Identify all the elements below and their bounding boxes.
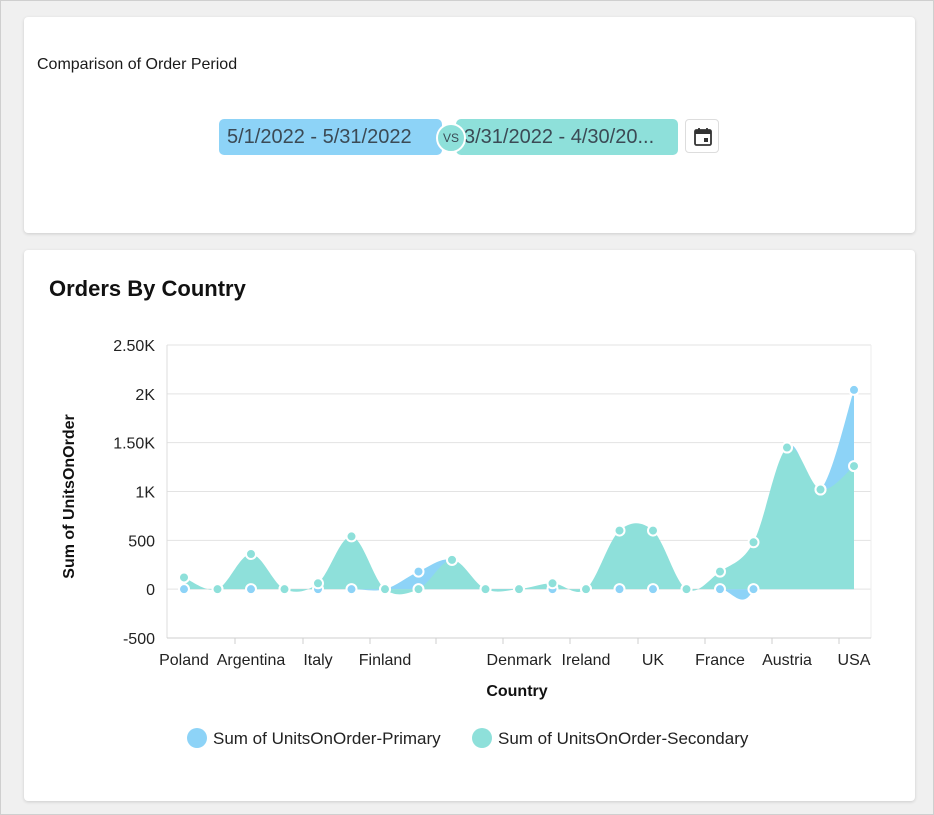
data-point[interactable] [345,583,358,596]
y-tick-label: 500 [128,533,155,550]
calendar-button[interactable] [685,119,719,153]
order-period-card: Comparison of Order Period 5/1/2022 - 5/… [24,17,915,233]
y-tick-label: 2.50K [113,338,155,355]
x-tick-label: Austria [762,652,812,669]
data-point[interactable] [714,583,726,596]
data-point[interactable] [848,460,860,473]
data-point[interactable] [680,583,693,596]
data-point[interactable] [446,553,458,566]
data-point[interactable] [245,548,257,561]
x-tick-label: USA [838,652,871,669]
period-card-title: Comparison of Order Period [37,56,238,73]
data-point[interactable] [647,524,659,537]
legend-marker[interactable] [187,728,207,748]
data-point[interactable] [245,583,257,596]
data-point[interactable] [178,571,190,584]
data-point[interactable] [546,577,559,590]
y-axis-title: Sum of UnitsOnOrder [61,414,78,578]
legend-label[interactable]: Sum of UnitsOnOrder-Primary [213,729,441,748]
data-point[interactable] [178,583,190,596]
data-point[interactable] [747,583,760,596]
data-point[interactable] [613,524,626,537]
vs-badge: VS [436,123,466,153]
data-point[interactable] [814,483,827,496]
data-point[interactable] [412,565,425,578]
data-point[interactable] [714,565,726,578]
x-tick-label: Argentina [217,652,286,669]
legend-marker[interactable] [472,728,492,748]
data-point[interactable] [613,583,626,596]
x-tick-label: Ireland [562,652,611,669]
data-point[interactable] [513,583,525,596]
data-point[interactable] [479,583,492,596]
data-point[interactable] [379,583,391,596]
data-point[interactable] [848,383,860,396]
x-axis-title: Country [486,683,547,700]
orders-by-country-card: Orders By Country -500 0 500 1K 1.50K 2K 2.50K… [24,250,915,801]
secondary-date-range[interactable]: 3/31/2022 - 4/30/20... [456,119,678,155]
y-tick-label: 1.50K [113,436,155,453]
data-point[interactable] [345,530,358,543]
data-point[interactable] [211,583,224,596]
orders-card-title: Orders By Country [49,276,246,301]
data-point[interactable] [312,577,324,590]
series-area-2 [184,446,854,595]
y-tick-label: -500 [123,631,155,648]
data-point[interactable] [278,583,291,596]
y-tick-label: 2K [135,387,155,404]
data-point[interactable] [580,583,592,596]
calendar-icon [694,128,712,146]
data-point[interactable] [781,441,793,454]
data-point[interactable] [747,536,760,549]
primary-date-range[interactable]: 5/1/2022 - 5/31/2022 [219,119,442,155]
x-tick-label: France [695,652,745,669]
x-tick-label: Italy [303,652,332,669]
data-point[interactable] [647,583,659,596]
x-tick-label: UK [642,652,665,669]
orders-chart: -500 0 500 1K 1.50K 2K 2.50K Poland Argentina Ita… [61,338,872,748]
y-tick-label: 0 [146,582,155,599]
legend-label[interactable]: Sum of UnitsOnOrder-Secondary [498,729,749,748]
y-tick-label: 1K [135,485,155,502]
x-tick-label: Poland [159,652,209,669]
data-point[interactable] [412,583,425,596]
x-tick-label: Finland [359,652,411,669]
x-tick-label: Denmark [487,652,553,669]
